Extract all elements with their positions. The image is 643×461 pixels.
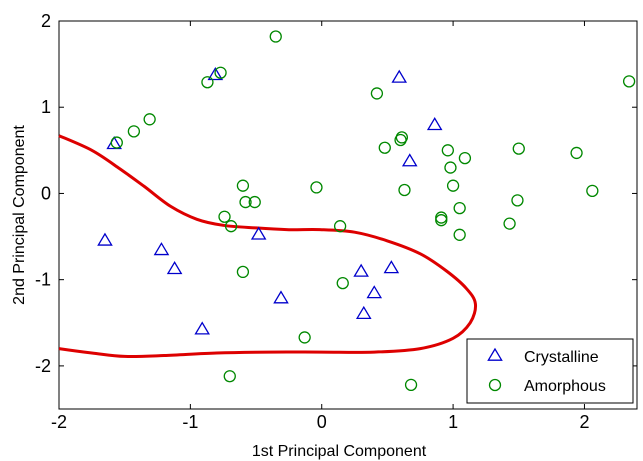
data-point-amorphous bbox=[458, 151, 472, 165]
data-point-amorphous bbox=[435, 211, 448, 224]
data-point-amorphous bbox=[143, 113, 156, 126]
y-tick-label: -2 bbox=[35, 356, 51, 376]
x-tick-label: 0 bbox=[317, 412, 327, 432]
data-point-amorphous bbox=[453, 201, 466, 215]
data-point-amorphous bbox=[404, 378, 418, 392]
y-tick-label: 0 bbox=[41, 183, 51, 203]
data-point-amorphous bbox=[214, 66, 227, 79]
x-tick-label: 1 bbox=[448, 412, 458, 432]
decision-boundary-layer bbox=[58, 134, 478, 359]
data-point-amorphous bbox=[370, 87, 384, 100]
data-point-amorphous bbox=[453, 228, 466, 241]
legend-marker-amorphous bbox=[488, 378, 502, 392]
data-point-amorphous bbox=[224, 220, 238, 233]
data-point-amorphous bbox=[236, 265, 250, 279]
legend-label-crystalline: Crystalline bbox=[524, 349, 599, 366]
data-point-crystalline bbox=[355, 305, 372, 320]
data-point-crystalline bbox=[401, 153, 418, 167]
data-point-crystalline bbox=[391, 69, 408, 83]
data-point-amorphous bbox=[336, 276, 349, 290]
y-tick-label: 1 bbox=[41, 97, 51, 117]
data-point-amorphous bbox=[622, 75, 636, 88]
data-point-crystalline bbox=[273, 290, 289, 304]
data-point-crystalline bbox=[366, 285, 383, 299]
data-point-crystalline bbox=[383, 260, 400, 274]
data-point-amorphous bbox=[586, 184, 599, 198]
legend: Crystalline Amorphous bbox=[466, 338, 634, 404]
data-point-amorphous bbox=[110, 136, 123, 149]
data-point-amorphous bbox=[378, 141, 391, 154]
data-point-amorphous bbox=[395, 131, 409, 144]
data-point-amorphous bbox=[223, 370, 236, 383]
data-point-amorphous bbox=[201, 76, 214, 89]
data-point-amorphous bbox=[310, 181, 323, 194]
data-point-amorphous bbox=[444, 161, 457, 174]
y-tick-label: 2 bbox=[41, 11, 51, 31]
series-layer bbox=[97, 30, 636, 392]
x-tick-label: 2 bbox=[579, 412, 589, 432]
y-axis-label: 2nd Principal Component bbox=[11, 125, 28, 305]
x-tick-label: -2 bbox=[51, 412, 67, 432]
data-point-amorphous bbox=[441, 144, 454, 157]
data-point-amorphous bbox=[512, 142, 525, 155]
data-point-amorphous bbox=[218, 210, 231, 223]
data-point-amorphous bbox=[511, 194, 524, 207]
y-axis-ticks: -2 -1 0 1 2 bbox=[35, 11, 637, 376]
data-point-amorphous bbox=[503, 217, 516, 230]
legend-items: Crystalline Amorphous bbox=[487, 347, 606, 395]
data-point-amorphous bbox=[570, 146, 583, 160]
x-axis-ticks: -2 -1 0 1 2 bbox=[51, 21, 589, 432]
data-point-amorphous bbox=[269, 30, 282, 43]
decision-boundary-curve bbox=[58, 134, 478, 359]
data-point-crystalline bbox=[97, 232, 113, 246]
data-point-crystalline bbox=[153, 242, 170, 256]
data-point-crystalline bbox=[166, 261, 183, 275]
data-point-crystalline bbox=[194, 321, 210, 335]
data-point-amorphous bbox=[398, 183, 411, 197]
series-crystalline bbox=[97, 67, 443, 335]
series-amorphous bbox=[110, 30, 636, 392]
data-point-crystalline bbox=[353, 263, 369, 277]
legend-marker-crystalline bbox=[487, 347, 503, 361]
data-point-amorphous bbox=[239, 195, 252, 209]
data-point-amorphous bbox=[446, 179, 460, 192]
data-point-crystalline bbox=[207, 67, 224, 81]
data-point-amorphous bbox=[248, 195, 261, 209]
x-tick-label: -1 bbox=[182, 412, 198, 432]
data-point-amorphous bbox=[333, 220, 347, 233]
y-tick-label: -1 bbox=[35, 270, 51, 290]
data-point-amorphous bbox=[236, 179, 250, 192]
x-axis-label: 1st Principal Component bbox=[252, 443, 427, 460]
data-point-amorphous bbox=[127, 125, 141, 138]
data-point-crystalline bbox=[250, 226, 267, 240]
legend-label-amorphous: Amorphous bbox=[524, 378, 606, 395]
data-point-crystalline bbox=[426, 117, 443, 131]
data-point-amorphous bbox=[298, 331, 311, 344]
